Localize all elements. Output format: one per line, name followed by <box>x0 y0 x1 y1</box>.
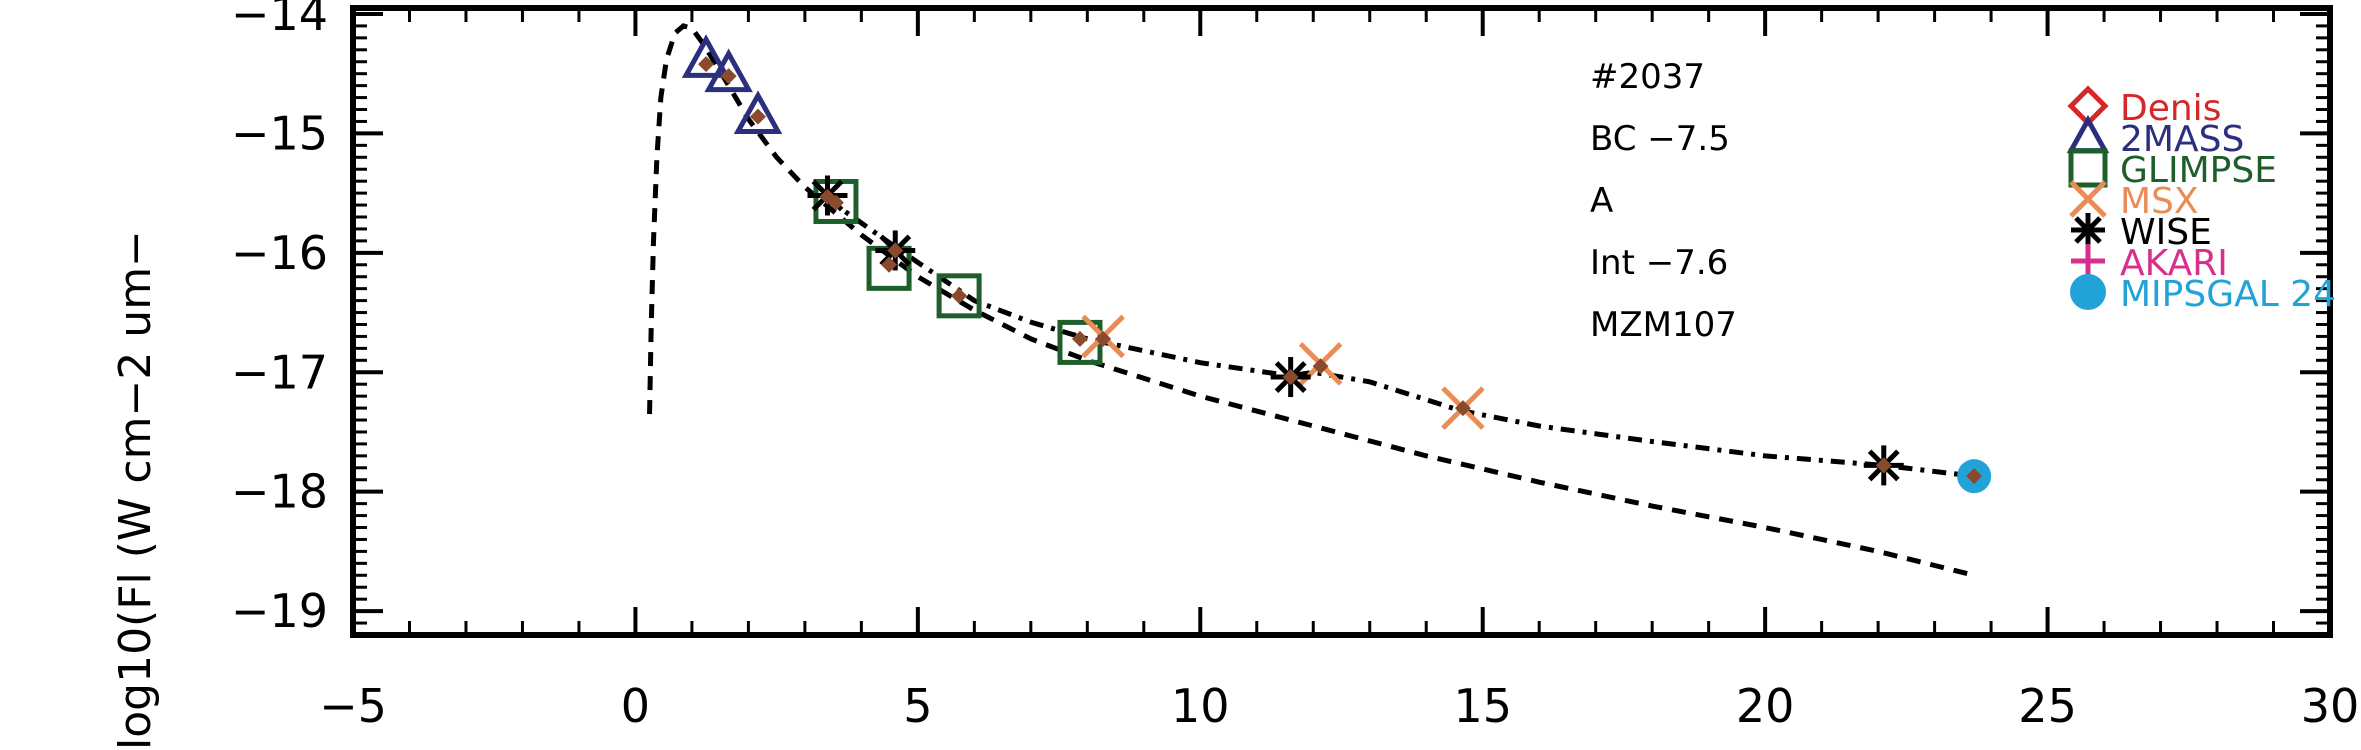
chart-text-group: log10(Fl (W cm−2 um− #2037 BC −7.5 A Int… <box>110 0 2359 750</box>
legend-marker-wise-stroke <box>2074 216 2102 244</box>
legend-marker-2mass-shape <box>2066 114 2110 154</box>
y-tick-label: −15 <box>231 106 328 160</box>
x-tick-label: 5 <box>903 679 932 733</box>
model-flux-point <box>1071 330 1088 347</box>
y-tick-label: −16 <box>231 226 328 280</box>
annotation-class: A <box>1590 181 1613 221</box>
model-curves-group <box>647 23 1975 578</box>
point-2mass-shape <box>704 48 753 93</box>
x-tick-label: 0 <box>621 679 650 733</box>
legend-marker-msx-stroke-b <box>2069 180 2107 218</box>
axes-frame-group <box>350 5 2333 638</box>
model-flux-point <box>1282 369 1299 386</box>
annotation-id: #2037 <box>1590 57 1705 97</box>
legend-label: GLIMPSE <box>2120 150 2277 191</box>
point-glimpse <box>936 273 982 319</box>
model-flux-point <box>720 68 737 85</box>
model-flux-point <box>750 108 767 125</box>
model-flux-point <box>1966 468 1983 485</box>
y-tick-label: −19 <box>231 584 328 638</box>
x-tick-label: 10 <box>1171 679 1230 733</box>
data-markers-group <box>681 34 1992 494</box>
model-flux-point <box>827 194 844 211</box>
legend-marker-msx <box>2069 180 2107 218</box>
legend-marker-mipsgal-24-shape <box>2070 274 2106 310</box>
y-tick-label: −17 <box>231 345 328 399</box>
point-2mass <box>704 48 753 93</box>
model-flux-point <box>698 56 715 73</box>
point-2mass-shape <box>681 34 731 78</box>
model-flux-point <box>1875 457 1892 474</box>
model-curve-dashed <box>647 23 1975 578</box>
x-tick-label: 25 <box>2018 679 2077 733</box>
point-2mass <box>681 34 731 78</box>
legend-label: AKARI <box>2120 243 2228 284</box>
legend-marker-akari <box>2071 244 2105 278</box>
legend-label: MIPSGAL 24 <box>2120 274 2336 315</box>
point-glimpse-shape <box>936 273 982 319</box>
y-tick-label: −18 <box>231 465 328 519</box>
plot-frame <box>350 5 2333 638</box>
legend-marker-2mass <box>2066 114 2110 154</box>
point-glimpse-shape <box>813 178 859 224</box>
x-tick-label: 15 <box>1453 679 1512 733</box>
legend-marker-wise <box>2071 213 2105 247</box>
legend-marker-mipsgal-24 <box>2070 274 2106 310</box>
point-glimpse <box>813 178 859 224</box>
model-flux-point <box>881 256 898 273</box>
point-2mass <box>733 90 783 134</box>
legend-label: 2MASS <box>2120 119 2244 160</box>
annotation-name: MZM107 <box>1590 305 1737 345</box>
x-tick-label: 20 <box>1736 679 1795 733</box>
legend-marker-glimpse-shape <box>2068 148 2108 188</box>
legend-label: WISE <box>2120 212 2212 253</box>
legend-marker-glimpse <box>2068 148 2108 188</box>
model-flux-point <box>887 242 904 259</box>
x-tick-label: −5 <box>319 679 387 733</box>
annotation-bc: BC −7.5 <box>1590 119 1730 159</box>
point-2mass-shape <box>733 90 783 134</box>
legend-label: Denis <box>2120 88 2221 129</box>
model-flux-point <box>1312 358 1329 375</box>
legend-label: MSX <box>2120 181 2199 222</box>
model-flux-point <box>1454 400 1471 417</box>
y-tick-label: −14 <box>231 0 328 41</box>
annotation-int: Int −7.6 <box>1590 243 1728 283</box>
x-tick-label: 30 <box>2301 679 2360 733</box>
y-axis-label: log10(Fl (W cm−2 um− <box>110 230 161 750</box>
model-flux-point <box>951 287 968 304</box>
model-flux-point <box>1095 330 1112 347</box>
model-curve-dashdot <box>826 197 1975 479</box>
